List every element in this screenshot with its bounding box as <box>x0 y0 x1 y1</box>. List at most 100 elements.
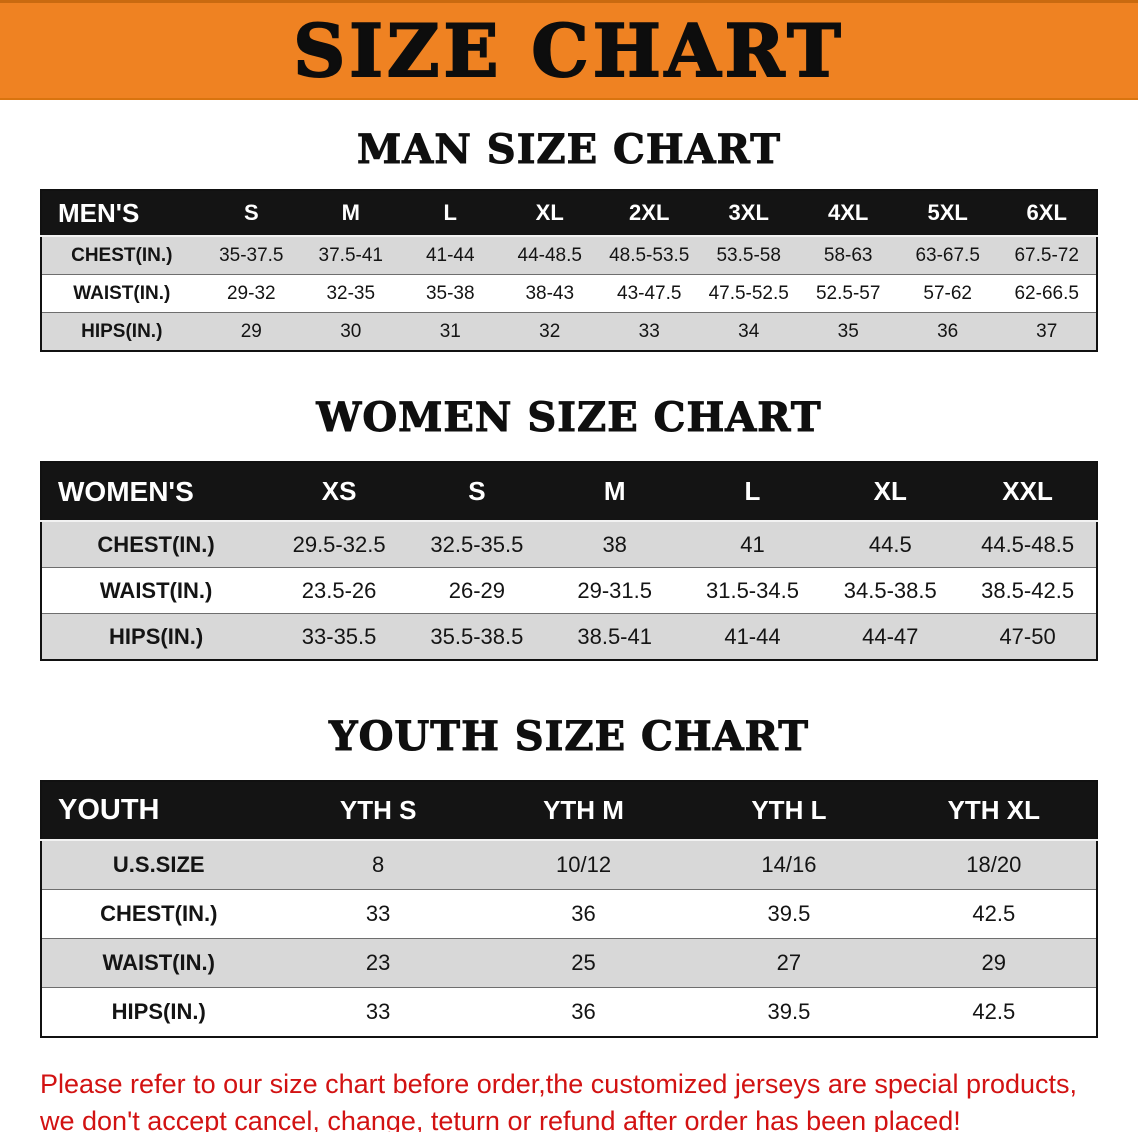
measurement-value-cell: 47.5-52.5 <box>708 282 789 304</box>
page-title: SIZE CHART <box>292 7 845 93</box>
measurement-value-cell: 30 <box>340 320 362 342</box>
measurement-value-cell: 10/12 <box>556 852 612 877</box>
men-section: MAN SIZE CHART MEN'S S M L XL 2XL 3XL 4XL 5XL 6XL… <box>0 100 1138 352</box>
measurement-value-cell: 41 <box>740 531 765 557</box>
size-column-header: M <box>545 462 684 522</box>
measurement-value-cell: 29 <box>240 320 262 342</box>
measurement-value-cell: 23 <box>365 950 391 975</box>
measurement-value-cell: 44.5-48.5 <box>981 531 1075 557</box>
size-column-header: 6XL <box>997 190 1097 237</box>
measurement-value-cell: 32-35 <box>326 282 376 304</box>
size-column-header: XL <box>500 190 600 237</box>
table-title-cell: WOMEN'S <box>41 462 271 522</box>
table-header-row: WOMEN'S XS S M L XL XXL <box>41 462 1097 522</box>
measurement-value-cell: 38.5-41 <box>577 623 652 649</box>
size-column-header: YTH M <box>480 781 687 841</box>
measurement-value-cell: 29.5-32.5 <box>292 531 386 557</box>
measurement-value-cell: 31.5-34.5 <box>705 577 799 603</box>
measurement-value-cell: 42.5 <box>972 999 1016 1024</box>
measurement-value-cell: 23.5-26 <box>301 577 377 603</box>
row-label-cell: HIPS(IN.) <box>81 320 163 342</box>
size-column-header: XXL <box>959 462 1097 522</box>
size-column-header: XL <box>821 462 960 522</box>
measurement-value-cell: 62-66.5 <box>1014 282 1079 304</box>
size-column-header: YTH S <box>275 781 481 841</box>
size-column-header: 2XL <box>599 190 699 237</box>
measurement-value-cell: 38.5-42.5 <box>981 577 1075 603</box>
measurement-value-cell: 34 <box>738 320 760 342</box>
row-label-cell: HIPS(IN.) <box>111 999 206 1024</box>
measurement-value-cell: 32.5-35.5 <box>430 531 524 557</box>
table-header-row: MEN'S S M L XL 2XL 3XL 4XL 5XL 6XL <box>41 190 1097 237</box>
measurement-value-cell: 39.5 <box>767 901 811 926</box>
table-header-row: YOUTH YTH S YTH M YTH L YTH XL <box>41 781 1097 841</box>
women-section: WOMEN SIZE CHART WOMEN'S XS S M L XL XXL CHEST(… <box>0 352 1138 661</box>
measurement-value-cell: 42.5 <box>972 901 1016 926</box>
measurement-value-cell: 38 <box>602 531 627 557</box>
measurement-value-cell: 44.5 <box>868 531 912 557</box>
men-size-table: MEN'S S M L XL 2XL 3XL 4XL 5XL 6XL CHEST(IN.) 35-37… <box>40 189 1098 352</box>
size-column-header: L <box>683 462 822 522</box>
measurement-value-cell: 37 <box>1036 320 1058 342</box>
measurement-value-cell: 58-63 <box>823 244 873 266</box>
measurement-value-cell: 35 <box>837 320 859 342</box>
measurement-value-cell: 27 <box>776 950 802 975</box>
table-row: U.S.SIZE 8 10/12 14/16 18/20 <box>41 840 1097 890</box>
measurement-value-cell: 29-32 <box>226 282 276 304</box>
size-column-header: M <box>301 190 401 237</box>
table-row: HIPS(IN.) 33 36 39.5 42.5 <box>41 987 1097 1037</box>
women-section-heading: WOMEN SIZE CHART <box>316 394 822 442</box>
size-column-header: XS <box>270 462 408 522</box>
table-row: CHEST(IN.) 33 36 39.5 42.5 <box>41 889 1097 939</box>
measurement-value-cell: 8 <box>372 852 385 877</box>
measurement-value-cell: 53.5-58 <box>716 244 781 266</box>
row-label-cell: WAIST(IN.) <box>73 282 171 304</box>
row-label-cell: CHEST(IN.) <box>97 531 215 557</box>
measurement-value-cell: 35-38 <box>425 282 475 304</box>
size-column-header: S <box>407 462 546 522</box>
size-column-header: S <box>201 190 302 237</box>
disclaimer-line-1: Please refer to our size chart before or… <box>40 1069 1078 1099</box>
measurement-value-cell: 39.5 <box>767 999 811 1024</box>
row-label-cell: WAIST(IN.) <box>99 577 213 603</box>
measurement-value-cell: 33-35.5 <box>301 623 377 649</box>
row-label-cell: WAIST(IN.) <box>102 950 215 975</box>
measurement-value-cell: 48.5-53.5 <box>609 244 690 266</box>
row-label-cell: U.S.SIZE <box>112 852 205 877</box>
measurement-value-cell: 44-47 <box>862 623 919 649</box>
measurement-value-cell: 29 <box>981 950 1007 975</box>
size-column-header: L <box>400 190 500 237</box>
table-row: CHEST(IN.) 35-37.5 37.5-41 41-44 44-48.5 48.5… <box>41 236 1097 275</box>
measurement-value-cell: 41-44 <box>425 244 475 266</box>
measurement-value-cell: 32 <box>539 320 561 342</box>
measurement-value-cell: 44-48.5 <box>517 244 582 266</box>
table-row: WAIST(IN.) 29-32 32-35 35-38 38-43 43-47.5 47.… <box>41 274 1097 313</box>
size-column-header: YTH L <box>686 781 892 841</box>
size-column-header: 3XL <box>698 190 799 237</box>
measurement-value-cell: 29-31.5 <box>577 577 652 603</box>
youth-size-table: YOUTH YTH S YTH M YTH L YTH XL U.S.SIZE 8 10/12… <box>40 780 1098 1038</box>
youth-section: YOUTH SIZE CHART YOUTH YTH S YTH M YTH L YTH… <box>0 661 1138 1038</box>
measurement-value-cell: 36 <box>937 320 959 342</box>
disclaimer: Please refer to our size chart before or… <box>40 1066 1138 1132</box>
measurement-value-cell: 67.5-72 <box>1014 244 1079 266</box>
banner: SIZE CHART <box>0 0 1138 100</box>
table-row: HIPS(IN.) 33-35.5 35.5-38.5 38.5-41 41-44 44-… <box>41 613 1097 660</box>
measurement-value-cell: 33 <box>365 999 391 1024</box>
measurement-value-cell: 35.5-38.5 <box>430 623 524 649</box>
measurement-value-cell: 18/20 <box>966 852 1022 877</box>
measurement-value-cell: 36 <box>571 999 596 1024</box>
disclaimer-line-2: we don't accept cancel, change, teturn o… <box>40 1106 961 1132</box>
measurement-value-cell: 63-67.5 <box>915 244 980 266</box>
row-label-cell: CHEST(IN.) <box>71 244 173 266</box>
table-row: WAIST(IN.) 23.5-26 26-29 29-31.5 31.5-34.5 34… <box>41 567 1097 614</box>
measurement-value-cell: 41-44 <box>724 623 781 649</box>
table-row: WAIST(IN.) 23 25 27 29 <box>41 938 1097 988</box>
table-row: HIPS(IN.) 29 30 31 32 33 34 35 36 37 <box>41 312 1097 351</box>
women-size-table: WOMEN'S XS S M L XL XXL CHEST(IN.) 29.5-32.5 32.5… <box>40 461 1098 661</box>
size-column-header: YTH XL <box>891 781 1097 841</box>
youth-section-heading: YOUTH SIZE CHART <box>329 713 809 761</box>
measurement-value-cell: 33 <box>365 901 391 926</box>
measurement-value-cell: 31 <box>439 320 461 342</box>
measurement-value-cell: 37.5-41 <box>318 244 383 266</box>
